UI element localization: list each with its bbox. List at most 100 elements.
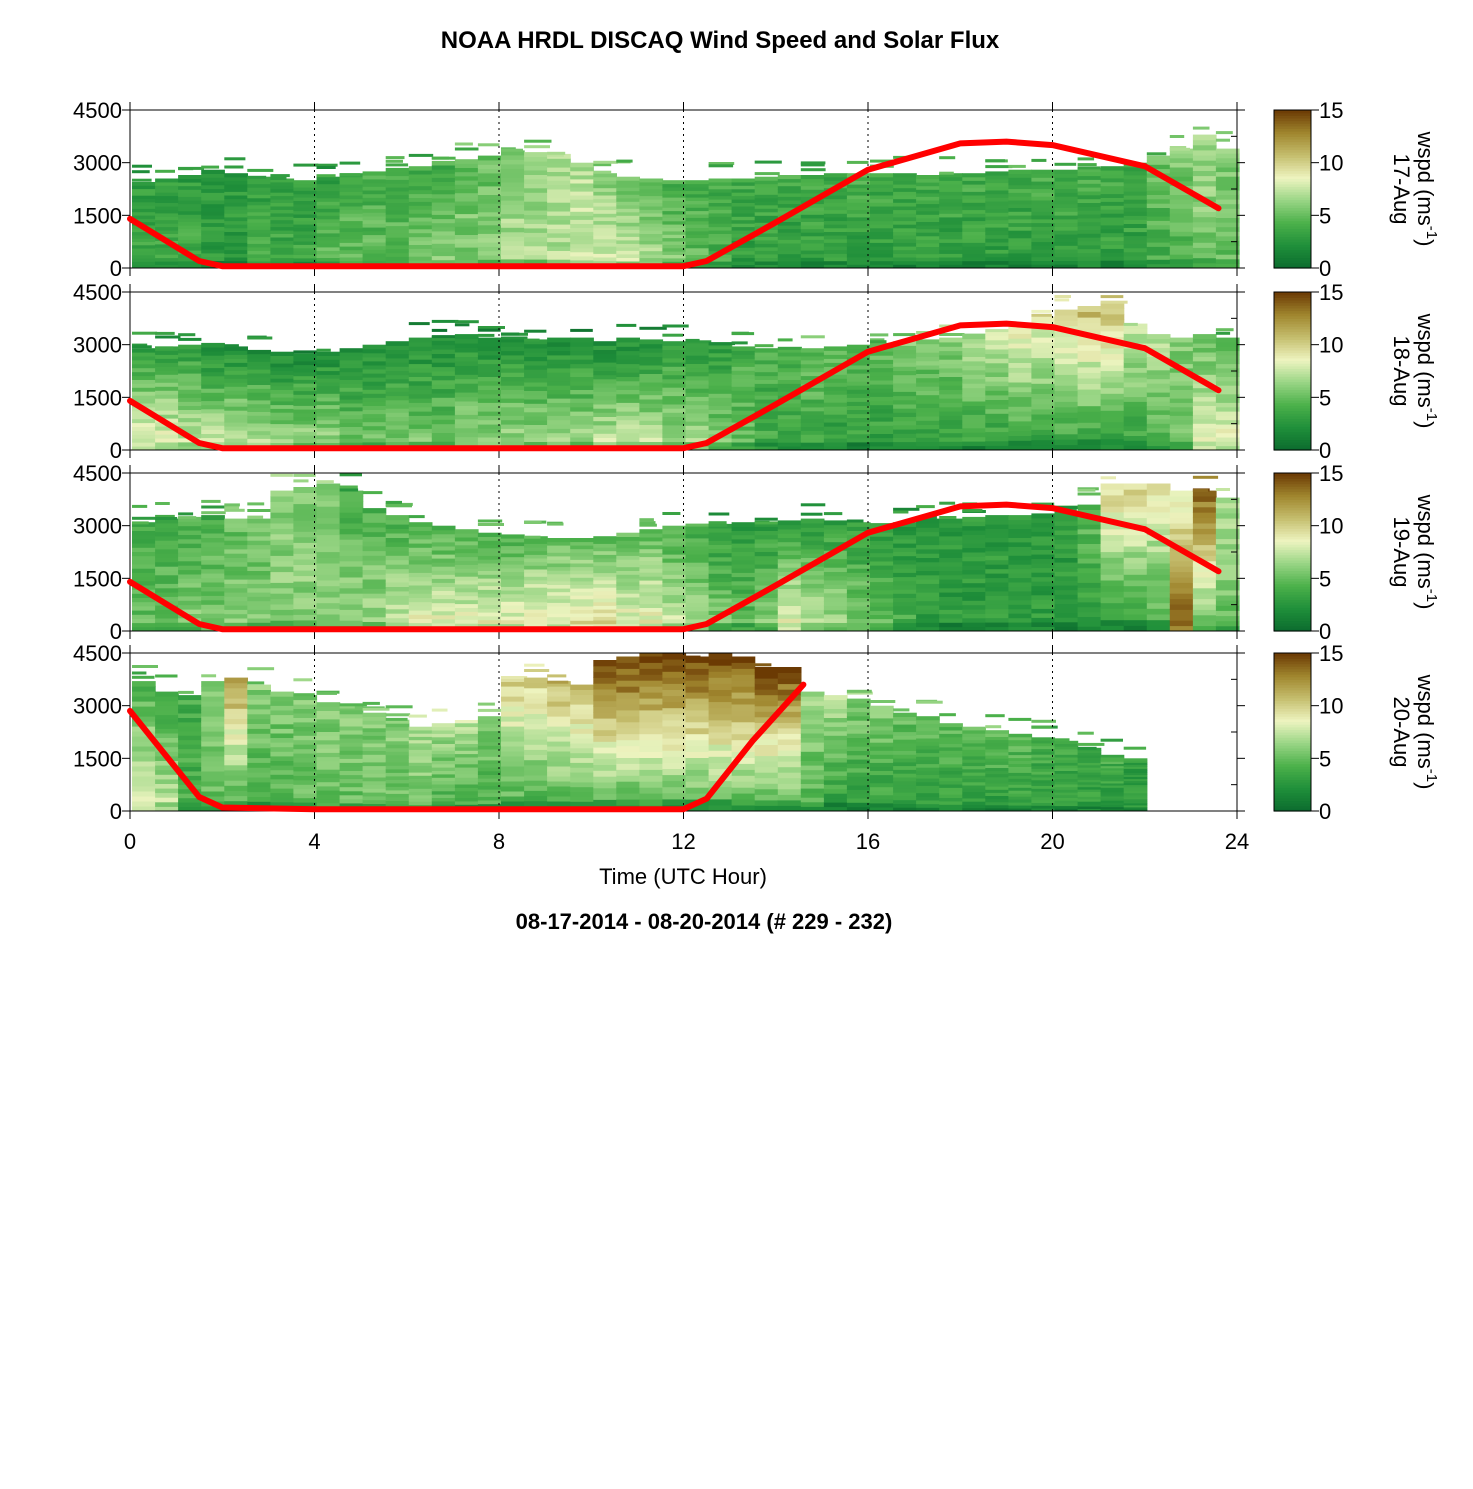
heatmap-cell [408, 437, 433, 442]
heatmap-cell [477, 581, 502, 587]
heatmap-cell [1123, 406, 1148, 412]
colorbar-swatch [1274, 596, 1311, 600]
heatmap-cell [916, 192, 940, 197]
heatmap-cell [1100, 562, 1125, 570]
heatmap-cell [708, 606, 733, 611]
heatmap-cell [501, 586, 525, 591]
heatmap-cell [731, 257, 756, 262]
heatmap-cell [846, 401, 871, 406]
heatmap-cell [1031, 558, 1056, 564]
solar-flux-line [127, 138, 1222, 270]
heatmap-cell [132, 208, 156, 213]
heatmap-cell [1054, 347, 1079, 354]
heatmap-streak [962, 509, 983, 512]
heatmap-cell [870, 195, 894, 200]
heatmap-cell [708, 683, 733, 690]
heatmap-cell [524, 609, 548, 614]
heatmap-cell [708, 756, 733, 763]
heatmap-streak [385, 159, 403, 163]
heatmap-cell [985, 568, 1009, 574]
heatmap-cell [846, 409, 871, 415]
heatmap-cell [224, 386, 248, 391]
heatmap-cell [132, 751, 156, 757]
heatmap-cell [362, 352, 387, 358]
heatmap-cell [293, 553, 318, 560]
heatmap-cell [431, 780, 456, 785]
heatmap-cell [547, 751, 571, 757]
heatmap-cell [685, 355, 710, 360]
heatmap-cell [1146, 392, 1171, 398]
heatmap-cell [616, 236, 640, 241]
heatmap-cell [593, 799, 617, 806]
heatmap-cell [985, 595, 1009, 601]
heatmap-cell [916, 561, 940, 567]
heatmap-cell [1169, 354, 1194, 360]
heatmap-cell [155, 574, 179, 580]
heatmap-cell [616, 544, 640, 549]
heatmap-cell [339, 213, 364, 218]
heatmap-streak [155, 674, 178, 678]
heatmap-cell [685, 781, 710, 788]
heatmap-cell [454, 726, 479, 731]
heatmap-streak [1077, 166, 1101, 170]
heatmap-cell [1146, 614, 1171, 621]
heatmap-cell [1008, 372, 1033, 378]
heatmap-cell [454, 396, 479, 402]
heatmap-cell [547, 359, 571, 365]
heatmap-cell [708, 792, 733, 800]
heatmap-cell [777, 185, 802, 190]
colorbar-swatch [1274, 599, 1311, 603]
heatmap-cell [178, 547, 202, 553]
heatmap-cell [1100, 189, 1125, 195]
colorbar-swatch [1274, 410, 1311, 414]
heatmap-cell [201, 761, 225, 767]
heatmap-cell [1008, 230, 1033, 235]
heatmap-cell [132, 580, 156, 586]
heatmap-cell [132, 205, 156, 209]
heatmap-cell [685, 241, 710, 245]
heatmap-cell [293, 405, 318, 410]
heatmap-cell [754, 236, 779, 241]
colorbar-swatch [1274, 115, 1311, 119]
heatmap-cell [431, 222, 456, 228]
heatmap-cell [547, 346, 571, 352]
heatmap-cell [524, 187, 548, 193]
heatmap-cell [939, 389, 963, 395]
heatmap-cell [316, 739, 341, 745]
heatmap-cell [800, 225, 825, 230]
heatmap-cell [431, 753, 456, 758]
heatmap-cell [293, 409, 318, 414]
heatmap-cell [1215, 569, 1240, 575]
heatmap-cell [1008, 559, 1033, 565]
colorbar-swatch [1274, 421, 1311, 425]
heatmap-cell [1008, 391, 1033, 398]
heatmap-cell [247, 544, 271, 550]
heatmap-cell [385, 733, 410, 738]
heatmap-cell [962, 392, 986, 398]
heatmap-cell [501, 560, 525, 565]
heatmap-cell [846, 437, 871, 443]
heatmap-cell [1192, 427, 1217, 433]
heatmap-cell [524, 152, 548, 158]
heatmap-cell [293, 214, 318, 218]
heatmap-cell [985, 245, 1009, 250]
heatmap-streak [454, 147, 479, 151]
heatmap-cell [454, 418, 479, 424]
heatmap-cell [893, 585, 917, 590]
heatmap-cell [477, 242, 502, 247]
heatmap-cell [870, 257, 894, 262]
heatmap-cell [501, 776, 525, 782]
heatmap-cell [1215, 437, 1240, 442]
heatmap-cell [1054, 173, 1079, 178]
heatmap-cell [662, 586, 687, 591]
heatmap-cell [962, 534, 986, 540]
heatmap-cell [731, 254, 756, 259]
heatmap-cell [1169, 555, 1194, 562]
heatmap-cell [247, 403, 271, 409]
heatmap-cell [639, 607, 664, 612]
heatmap-cell [247, 211, 271, 216]
heatmap-cell [708, 804, 733, 812]
heatmap-cell [916, 523, 940, 528]
heatmap-cell [1008, 595, 1033, 601]
colorbar-swatch [1274, 578, 1311, 582]
